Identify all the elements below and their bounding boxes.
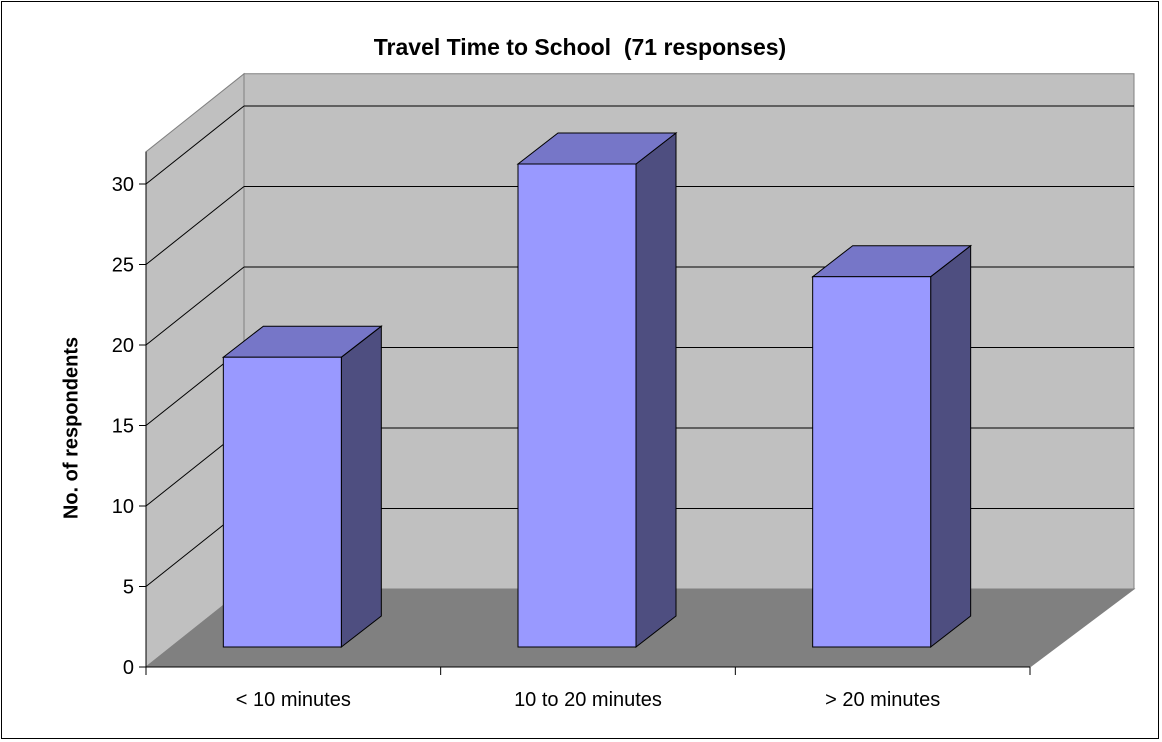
- x-tick-label: > 20 minutes: [825, 689, 940, 711]
- y-tick-label: 0: [123, 657, 134, 679]
- gridline-side: [145, 266, 245, 346]
- bar-front: [812, 276, 932, 648]
- x-tick-label: 10 to 20 minutes: [514, 689, 662, 711]
- y-tick-label: 15: [112, 416, 134, 438]
- axes: [139, 151, 1031, 675]
- y-tick-label: 20: [112, 335, 134, 357]
- y-tick-label: 5: [123, 577, 134, 599]
- x-tick-label: < 10 minutes: [236, 689, 351, 711]
- bar: [811, 244, 973, 649]
- bar-front: [222, 356, 342, 648]
- y-tick-label: 25: [112, 255, 134, 277]
- bar: [221, 325, 383, 649]
- y-tick-label: 30: [112, 174, 134, 196]
- bar-front: [517, 163, 637, 648]
- bar-side: [340, 325, 382, 649]
- bar: [516, 131, 678, 649]
- axis-labels: 0 5 10 15 20 25 30 < 10 minutes 10 to 20 minutes…: [112, 174, 940, 711]
- gridlines: [145, 105, 1134, 587]
- chart-title: Travel Time to School (71 responses): [373, 34, 787, 60]
- bars: [221, 131, 973, 649]
- gridline-side: [145, 105, 245, 185]
- bar-side: [930, 244, 972, 649]
- gridline-side: [145, 186, 245, 265]
- y-tick-label: 10: [112, 496, 134, 518]
- bar-side: [635, 131, 677, 649]
